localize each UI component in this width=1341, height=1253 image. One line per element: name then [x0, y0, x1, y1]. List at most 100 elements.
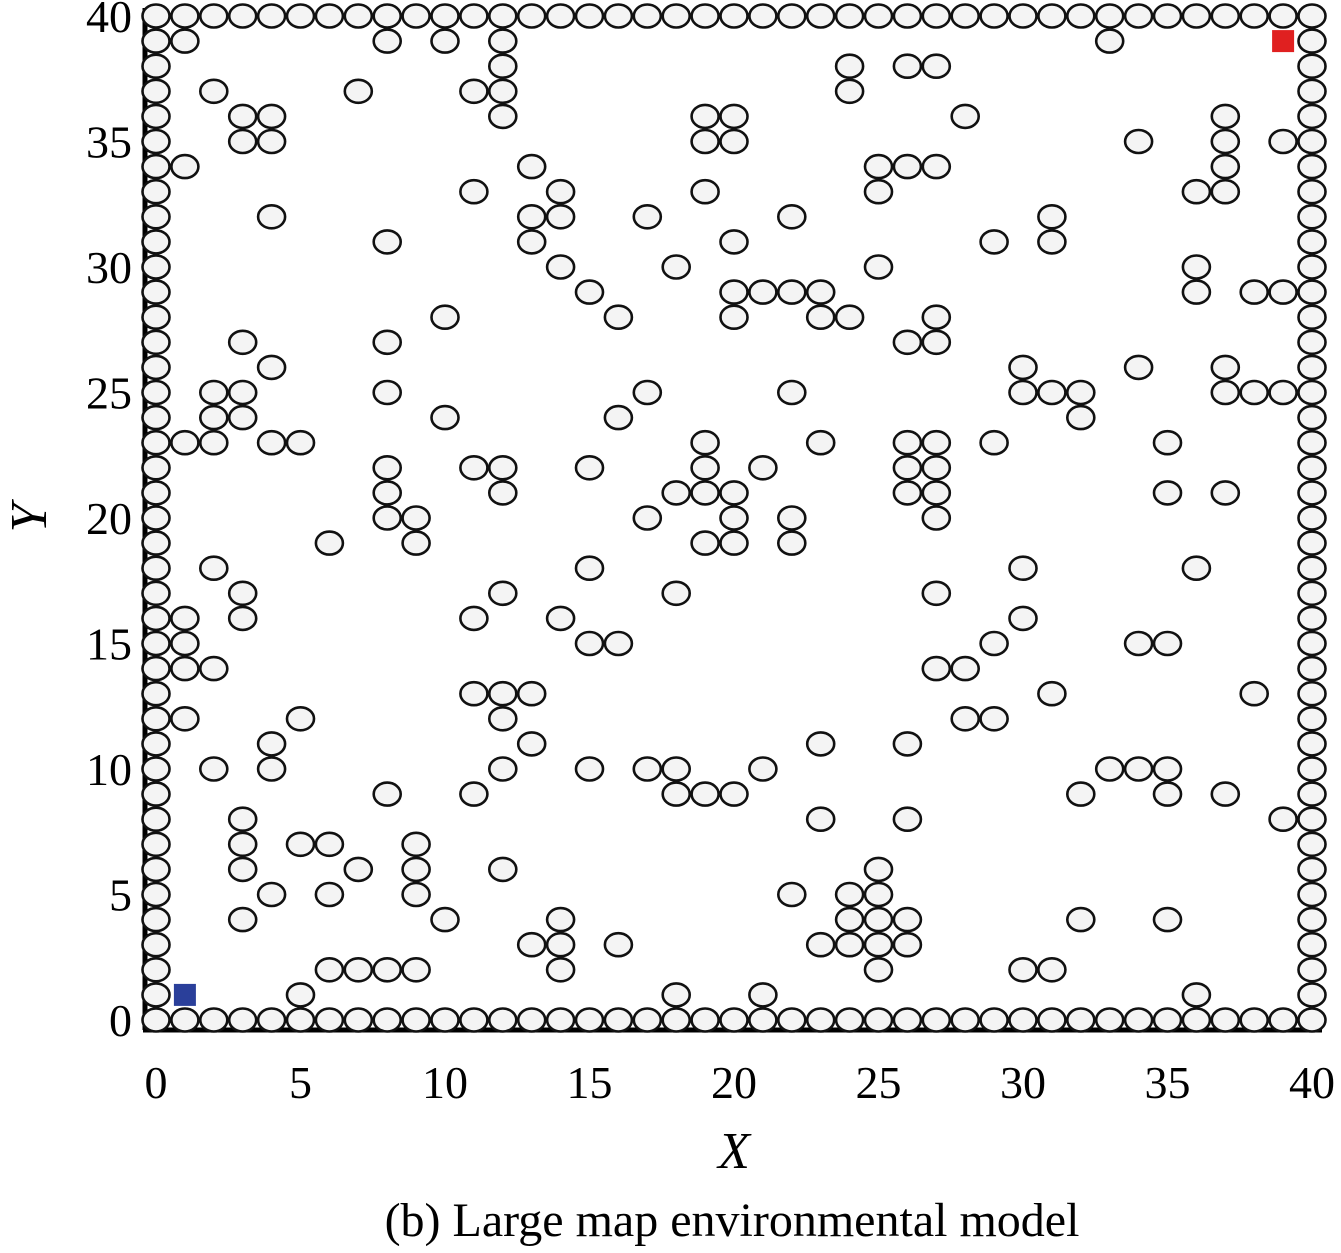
obstacle — [199, 379, 229, 406]
obstacle — [227, 806, 258, 833]
obstacle — [892, 53, 923, 79]
obstacle — [921, 505, 952, 531]
obstacle — [141, 530, 171, 556]
obstacle — [401, 505, 431, 531]
obstacle — [1297, 856, 1327, 883]
obstacle — [372, 480, 403, 506]
obstacle — [979, 429, 1009, 456]
obstacle — [545, 254, 576, 280]
obstacle — [805, 806, 836, 833]
y-tick-label: 10 — [86, 744, 132, 795]
obstacle — [516, 680, 547, 707]
obstacle — [256, 204, 287, 230]
obstacle — [776, 3, 807, 29]
obstacle — [1181, 1007, 1212, 1033]
obstacle — [430, 28, 460, 54]
obstacle — [1297, 781, 1327, 807]
obstacle — [372, 3, 403, 29]
obstacle — [141, 605, 171, 632]
x-tick-label: 25 — [856, 1057, 902, 1108]
obstacle — [863, 856, 894, 883]
obstacle — [632, 1007, 663, 1033]
obstacle — [1094, 756, 1125, 782]
obstacle — [1210, 1007, 1241, 1033]
obstacle — [141, 881, 171, 908]
obstacle — [1297, 28, 1327, 54]
obstacle — [314, 3, 345, 29]
obstacle — [1210, 3, 1241, 29]
obstacle — [516, 153, 547, 180]
obstacle — [1268, 128, 1298, 155]
obstacle — [199, 3, 229, 29]
obstacle — [1297, 982, 1327, 1008]
y-tick-label: 25 — [86, 368, 132, 419]
obstacle — [1123, 630, 1154, 657]
obstacle — [719, 3, 749, 29]
obstacle — [950, 103, 981, 130]
start-marker — [173, 983, 196, 1006]
obstacle — [1123, 3, 1154, 29]
obstacle — [1239, 680, 1269, 707]
obstacle — [921, 429, 952, 456]
obstacle — [892, 480, 923, 506]
obstacle — [1297, 906, 1327, 933]
obstacle — [921, 304, 952, 331]
obstacle — [661, 781, 692, 807]
obstacle — [1268, 806, 1298, 833]
obstacle — [1094, 3, 1125, 29]
obstacle — [1239, 279, 1269, 305]
obstacle — [690, 178, 720, 205]
obstacle — [459, 454, 489, 481]
obstacle — [1297, 128, 1327, 155]
obstacle — [892, 731, 923, 757]
obstacle — [1152, 630, 1183, 657]
obstacle — [401, 881, 431, 908]
obstacle — [199, 756, 229, 782]
obstacle — [141, 480, 171, 506]
obstacle — [1268, 3, 1298, 29]
obstacle — [545, 956, 576, 983]
obstacle — [227, 404, 258, 431]
obstacle — [199, 429, 229, 456]
obstacle — [1123, 756, 1154, 782]
obstacle — [1297, 229, 1327, 255]
obstacle — [141, 1007, 171, 1033]
obstacle — [314, 530, 345, 556]
obstacle — [256, 103, 287, 130]
obstacle — [776, 530, 807, 556]
obstacle — [141, 655, 171, 682]
obstacle — [401, 856, 431, 883]
plot-area: 0 5 10 15 20 25 30 35 40 0 5 10 15 20 25 30 35 40 — [86, 0, 1335, 1108]
obstacle — [314, 881, 345, 908]
figure-caption: (b) Large map environmental model — [385, 1194, 1080, 1247]
obstacle — [141, 630, 171, 657]
obstacle — [227, 831, 258, 858]
obstacle — [661, 982, 692, 1008]
obstacle — [719, 505, 749, 531]
obstacle — [1094, 28, 1125, 54]
goal-marker — [1272, 30, 1295, 53]
obstacle — [1297, 204, 1327, 230]
obstacle — [141, 580, 171, 607]
obstacle — [1297, 881, 1327, 908]
obstacle — [227, 605, 258, 632]
obstacle — [719, 530, 749, 556]
obstacle — [1123, 1007, 1154, 1033]
obstacle — [863, 178, 894, 205]
obstacle — [401, 831, 431, 858]
obstacle — [892, 931, 923, 958]
obstacle — [170, 605, 200, 632]
obstacle — [372, 1007, 403, 1033]
obstacle — [314, 831, 345, 858]
obstacle — [1297, 680, 1327, 707]
obstacle — [141, 329, 171, 356]
obstacle — [863, 153, 894, 180]
obstacle — [719, 781, 749, 807]
obstacle — [1152, 781, 1183, 807]
obstacle — [690, 530, 720, 556]
obstacle — [834, 1007, 865, 1033]
obstacle — [372, 454, 403, 481]
obstacle — [1037, 956, 1067, 983]
obstacle — [921, 580, 952, 607]
